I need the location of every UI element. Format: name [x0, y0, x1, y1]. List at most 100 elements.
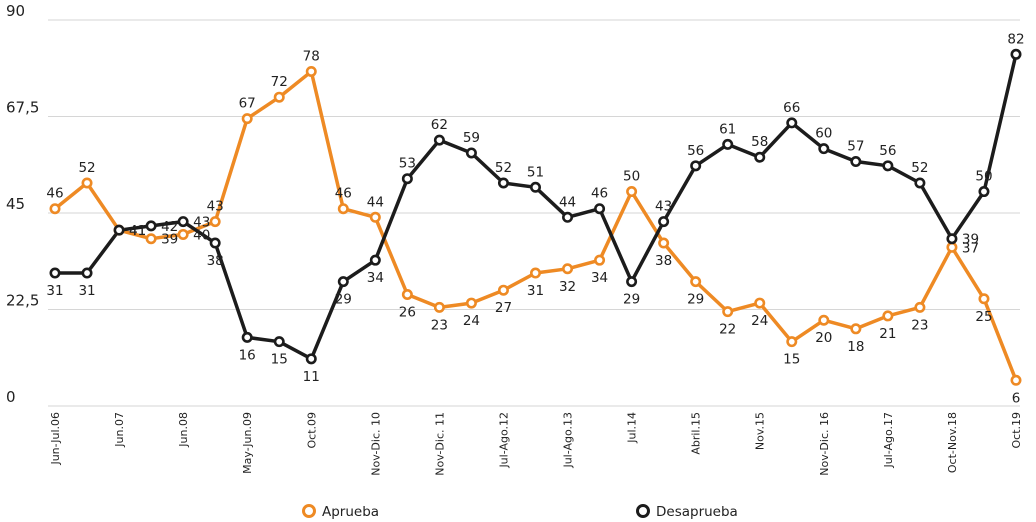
data-point-desaprueba	[113, 224, 125, 236]
legend-label-aprueba: Aprueba	[322, 504, 379, 520]
data-label-aprueba: 34	[591, 270, 608, 286]
x-tick-label: Nov.15	[754, 412, 767, 450]
data-point-aprueba	[914, 301, 926, 313]
data-label-aprueba: 52	[78, 160, 95, 176]
data-point-aprueba	[722, 306, 734, 318]
y-tick-label: 0	[6, 388, 16, 406]
data-point-aprueba	[529, 267, 541, 279]
data-label-aprueba: 46	[335, 186, 352, 202]
data-point-desaprueba	[49, 267, 61, 279]
data-point-aprueba	[754, 297, 766, 309]
data-label-desaprueba: 31	[46, 283, 63, 299]
data-label-aprueba: 21	[879, 326, 896, 342]
y-axis: 0 22,5 45 67,5 90	[6, 2, 39, 406]
data-label-desaprueba: 15	[271, 352, 288, 368]
legend-label-desaprueba: Desaprueba	[656, 504, 738, 520]
data-point-desaprueba	[401, 173, 413, 185]
data-label-aprueba: 78	[303, 48, 320, 64]
data-label-desaprueba: 66	[783, 100, 800, 116]
data-point-aprueba	[177, 228, 189, 240]
data-point-aprueba	[145, 233, 157, 245]
data-point-aprueba	[690, 276, 702, 288]
data-point-aprueba	[273, 91, 285, 103]
data-point-desaprueba	[497, 177, 509, 189]
data-label-desaprueba: 38	[207, 253, 224, 269]
data-point-desaprueba	[658, 216, 670, 228]
series-line-desaprueba	[53, 52, 1018, 361]
data-point-desaprueba	[465, 147, 477, 159]
data-point-desaprueba	[369, 254, 381, 266]
data-label-desaprueba: 56	[879, 143, 896, 159]
data-point-aprueba	[465, 297, 477, 309]
data-point-desaprueba	[562, 211, 574, 223]
data-label-aprueba: 31	[527, 283, 544, 299]
x-tick-label: Nov-Dic. 11	[433, 412, 446, 476]
x-tick-label: Jul.14	[626, 412, 639, 444]
data-label-aprueba: 50	[623, 169, 640, 185]
series-points	[49, 48, 1022, 386]
x-tick-label: May-Jun.09	[241, 412, 254, 474]
data-label-desaprueba: 58	[751, 134, 768, 150]
data-point-desaprueba	[433, 134, 445, 146]
data-label-aprueba: 25	[975, 309, 992, 325]
x-tick-label: Jul-Ago.17	[882, 412, 895, 469]
data-label-desaprueba: 60	[815, 126, 832, 142]
data-point-aprueba	[81, 177, 93, 189]
data-point-desaprueba	[594, 203, 606, 215]
data-point-aprueba	[433, 301, 445, 313]
data-point-aprueba	[305, 65, 317, 77]
data-point-aprueba	[946, 241, 958, 253]
data-point-aprueba	[241, 113, 253, 125]
x-tick-label: Oct-Nov.18	[946, 412, 959, 473]
data-point-desaprueba	[209, 237, 221, 249]
data-label-aprueba: 37	[962, 240, 979, 256]
data-point-desaprueba	[529, 181, 541, 193]
data-label-aprueba: 39	[161, 232, 178, 248]
data-label-desaprueba: 16	[239, 347, 256, 363]
data-label-desaprueba: 44	[559, 194, 576, 210]
data-point-desaprueba	[81, 267, 93, 279]
data-point-desaprueba	[978, 186, 990, 198]
x-tick-label: Oct.09	[305, 412, 318, 449]
data-label-aprueba: 32	[559, 279, 576, 295]
data-label-desaprueba: 61	[719, 121, 736, 137]
data-point-aprueba	[369, 211, 381, 223]
y-tick-label: 22,5	[6, 292, 39, 310]
legend-marker-aprueba	[302, 504, 316, 518]
data-label-aprueba: 27	[495, 300, 512, 316]
data-point-aprueba	[786, 336, 798, 348]
x-tick-label: Jun.07	[113, 412, 126, 448]
data-label-aprueba: 46	[46, 186, 63, 202]
data-point-aprueba	[626, 186, 638, 198]
data-label-aprueba: 44	[367, 194, 384, 210]
data-label-aprueba: 29	[687, 292, 704, 308]
data-point-desaprueba	[241, 331, 253, 343]
data-label-aprueba: 20	[815, 330, 832, 346]
data-label-desaprueba: 46	[591, 186, 608, 202]
data-label-aprueba: 40	[193, 227, 210, 243]
data-point-desaprueba	[145, 220, 157, 232]
data-point-aprueba	[594, 254, 606, 266]
data-label-desaprueba: 62	[431, 117, 448, 133]
chart-gridlines	[48, 19, 1020, 407]
data-label-desaprueba: 41	[129, 223, 146, 239]
data-point-aprueba	[850, 323, 862, 335]
data-point-desaprueba	[177, 216, 189, 228]
data-label-desaprueba: 34	[367, 270, 384, 286]
data-label-aprueba: 22	[719, 322, 736, 338]
data-label-aprueba: 38	[655, 253, 672, 269]
data-point-aprueba	[497, 284, 509, 296]
x-tick-label: Jun-Jul.06	[49, 412, 62, 466]
x-tick-label: Oct.19	[1010, 412, 1023, 449]
data-label-desaprueba: 31	[78, 283, 95, 299]
data-label-aprueba: 26	[399, 304, 416, 320]
data-label-desaprueba: 56	[687, 143, 704, 159]
data-point-desaprueba	[337, 276, 349, 288]
data-label-desaprueba: 82	[1007, 31, 1024, 47]
data-point-desaprueba	[305, 353, 317, 365]
data-label-desaprueba: 51	[527, 164, 544, 180]
data-point-aprueba	[882, 310, 894, 322]
x-tick-label: Jun.08	[177, 412, 190, 448]
data-point-desaprueba	[273, 336, 285, 348]
